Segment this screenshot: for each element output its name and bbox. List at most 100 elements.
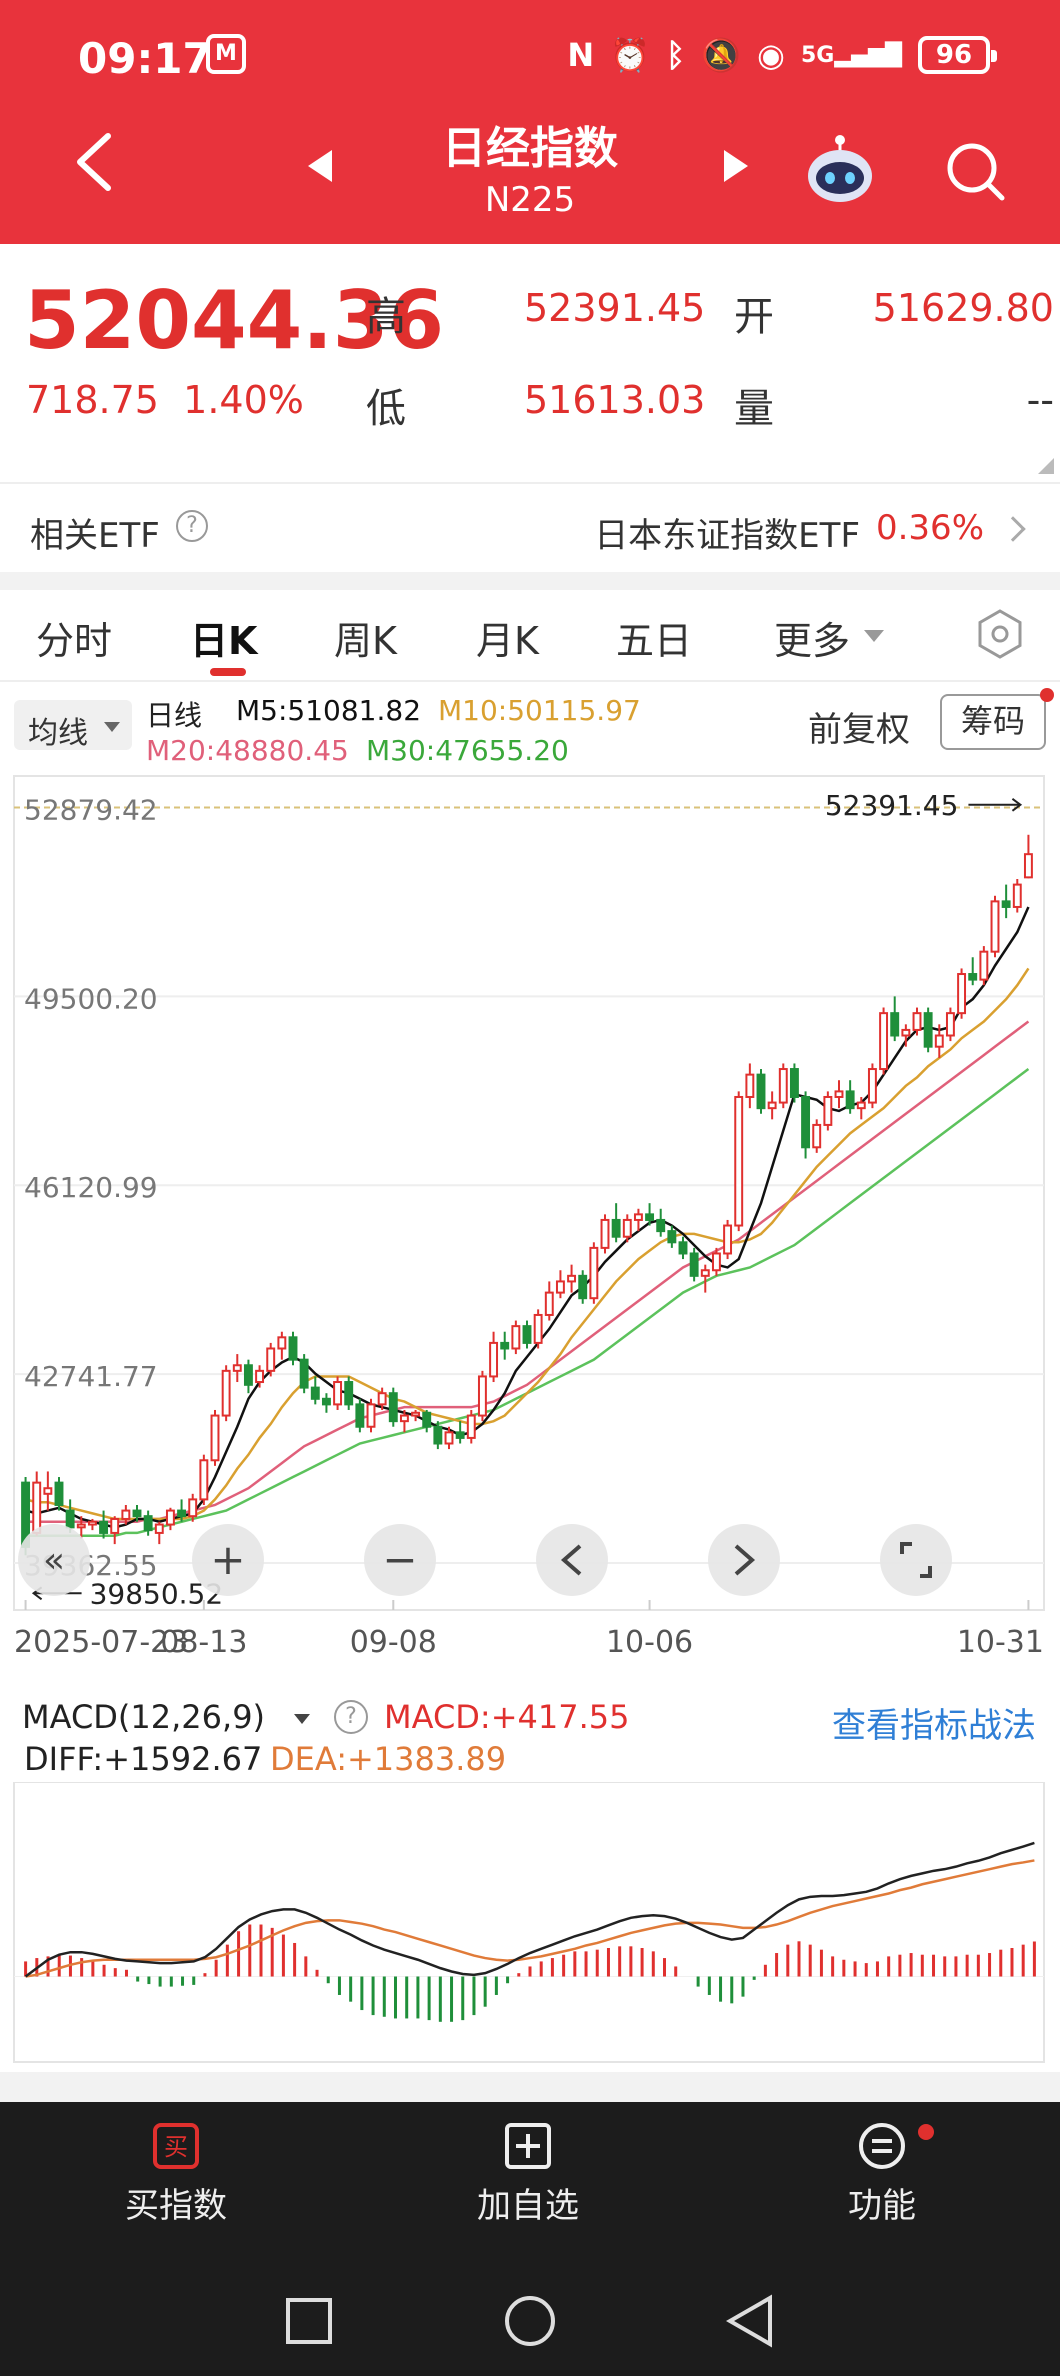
candle-body <box>801 1095 811 1149</box>
help-icon[interactable]: ? <box>176 510 208 542</box>
candle-body <box>54 1481 64 1506</box>
quote-panel: 52044.36 718.75 1.40% 高 52391.45 开 51629… <box>0 244 1060 482</box>
macd-title[interactable]: MACD(12,26,9) <box>22 1698 266 1736</box>
etf-name[interactable]: 日本东证指数ETF <box>594 516 860 556</box>
buy-icon: 买 <box>153 2123 199 2169</box>
recents-icon[interactable] <box>286 2298 332 2344</box>
page-subtitle: N225 <box>484 180 576 220</box>
buy-glyph: 买 <box>164 2133 188 2161</box>
dea-value: DEA:+1383.89 <box>270 1740 507 1778</box>
back-nav-icon[interactable] <box>725 2294 772 2348</box>
change-percent: 1.40% <box>183 378 304 422</box>
candle-body <box>255 1369 265 1384</box>
axis-labels: 52879.4249500.2046120.9942741.7739362.55… <box>14 789 1044 1660</box>
next-index-icon[interactable] <box>724 150 748 182</box>
candle-body <box>344 1381 354 1406</box>
x-tick-label: 2025-07-23 <box>14 1625 188 1660</box>
chevron-down-icon[interactable] <box>294 1714 310 1724</box>
candlestick-chart[interactable]: 52879.4249500.2046120.9942741.7739362.55… <box>0 770 1060 1690</box>
candle-body <box>411 1411 421 1417</box>
zoom-in-button[interactable] <box>192 1524 264 1596</box>
candle-body <box>689 1252 699 1277</box>
header: 09:17 M N ⏰ ᛒ 🔕 ◉ 5G▂▄▆█ 96 日经指数 N225 <box>0 0 1060 244</box>
tab-intraday[interactable]: 分时 <box>36 619 113 663</box>
ma5-value: M5:51081.82 <box>236 694 422 727</box>
tab-weekly-k[interactable]: 周K <box>334 619 397 663</box>
candle-body <box>76 1523 86 1529</box>
zoom-out-button[interactable] <box>364 1524 436 1596</box>
candle-body <box>243 1364 253 1386</box>
expand-corner-icon[interactable] <box>1038 458 1054 474</box>
prev-index-icon[interactable] <box>308 150 332 182</box>
tab-more[interactable]: 更多 <box>774 619 851 663</box>
related-etf-row[interactable]: 相关ETF ? 日本东证指数ETF 0.36% <box>0 484 1060 572</box>
functions-button[interactable]: 功能 <box>782 2122 982 2227</box>
add-watchlist-button[interactable]: 加自选 <box>428 2122 628 2227</box>
ma10-value: M10:50115.97 <box>438 694 641 727</box>
candle-body <box>511 1325 521 1350</box>
tab-five-day[interactable]: 五日 <box>616 619 693 663</box>
dea-line <box>25 1859 1035 1978</box>
diff-line <box>24 1841 1035 1978</box>
plus-icon: + <box>210 1535 245 1584</box>
pan-right-button[interactable] <box>708 1524 780 1596</box>
ma20-value: M20:48880.45 <box>146 734 349 767</box>
candle-body <box>65 1509 75 1529</box>
candle-body <box>667 1230 677 1244</box>
search-icon[interactable] <box>944 140 1008 204</box>
candle-body <box>388 1392 398 1423</box>
candle-body <box>901 1028 911 1037</box>
candle-body <box>723 1224 733 1255</box>
robot-assistant-icon[interactable] <box>802 132 878 208</box>
candle-body <box>700 1269 710 1277</box>
candle-body <box>43 1487 53 1495</box>
candle-body <box>1023 853 1033 879</box>
tab-daily-k[interactable]: 日K <box>190 619 258 663</box>
candle-body <box>266 1347 276 1372</box>
pan-left-button[interactable] <box>536 1524 608 1596</box>
candle-body <box>678 1241 688 1255</box>
candle-body <box>890 1012 900 1037</box>
etf-label: 相关ETF <box>30 516 160 556</box>
chevron-down-icon[interactable] <box>864 630 884 642</box>
candle-body <box>879 1012 889 1071</box>
chevron-right-icon[interactable] <box>1000 516 1026 542</box>
signal-icon: 5G▂▄▆█ <box>800 42 902 68</box>
candles <box>21 834 1033 1556</box>
candle-body <box>466 1414 476 1439</box>
price-adjust-select[interactable]: 前复权 <box>808 710 910 750</box>
macd-value: MACD:+417.55 <box>384 1698 630 1736</box>
menu-circle-icon <box>859 2123 905 2169</box>
buy-index-button[interactable]: 买 买指数 <box>76 2122 276 2227</box>
candle-body <box>834 1090 844 1098</box>
change-amount: 718.75 <box>26 378 159 422</box>
help-icon[interactable]: ? <box>334 1700 368 1734</box>
buy-index-label: 买指数 <box>125 2186 227 2226</box>
candle-body <box>232 1364 242 1372</box>
tab-monthly-k[interactable]: 月K <box>476 619 539 663</box>
ma30-line <box>25 1068 1030 1537</box>
settings-hex-icon[interactable] <box>974 608 1026 660</box>
fullscreen-button[interactable] <box>880 1524 952 1596</box>
rewind-button[interactable] <box>18 1524 90 1596</box>
back-icon[interactable] <box>70 130 118 194</box>
chips-button[interactable]: 筹码 <box>940 694 1046 750</box>
candle-body <box>578 1274 588 1300</box>
candle-body <box>867 1068 877 1104</box>
x-tick-label: 09-08 <box>350 1625 437 1660</box>
open-label: 开 <box>734 294 774 340</box>
candle-body <box>812 1123 822 1149</box>
bluetooth-icon: ᛒ <box>665 36 686 74</box>
indicator-strategy-link[interactable]: 查看指标战法 <box>832 1706 1036 1746</box>
chevron-down-icon[interactable] <box>104 722 120 732</box>
candle-body <box>789 1068 799 1098</box>
ma20-line <box>25 1020 1030 1524</box>
candle-body <box>121 1509 131 1520</box>
macd-chart[interactable] <box>0 1782 1060 2072</box>
minus-icon: − <box>382 1535 417 1584</box>
chart-grid <box>14 806 1044 1610</box>
home-icon[interactable] <box>505 2296 555 2346</box>
functions-label: 功能 <box>848 2186 916 2226</box>
y-tick-label: 49500.20 <box>24 982 158 1015</box>
